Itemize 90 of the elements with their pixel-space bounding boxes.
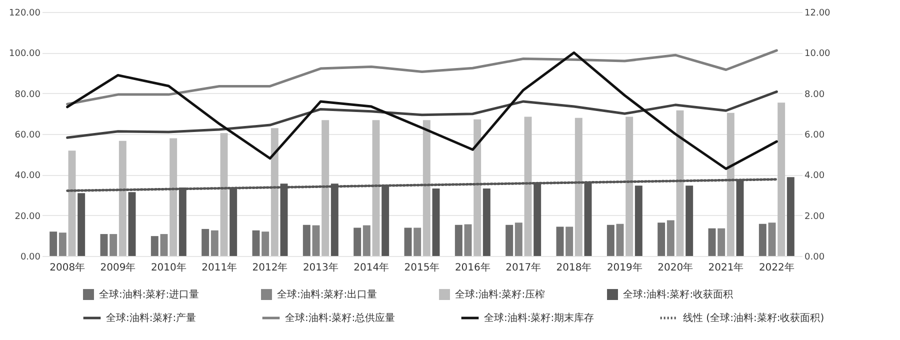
bar: [626, 116, 634, 256]
legend-label: 全球:油料:菜籽:进口量: [99, 288, 200, 301]
y2-tick-label: 2.00: [804, 212, 825, 222]
bar: [726, 112, 734, 256]
bar: [202, 228, 210, 256]
bar: [616, 224, 624, 256]
line-series: [66, 51, 778, 170]
bar: [666, 220, 674, 256]
bar: [150, 236, 158, 256]
bar: [718, 228, 726, 256]
bar: [414, 228, 422, 256]
bar: [312, 225, 320, 256]
bar: [768, 222, 776, 256]
bar: [252, 230, 260, 256]
x-tick-label: 2015年: [404, 262, 440, 274]
y2-tick-label: 12.00: [804, 8, 831, 18]
x-tick-label: 2020年: [658, 262, 694, 274]
bar: [362, 225, 370, 256]
bar: [606, 224, 614, 256]
x-tick-label: 2021年: [708, 262, 744, 274]
x-tick-label: 2012年: [252, 262, 288, 274]
legend-label: 全球:油料:菜籽:出口量: [277, 288, 378, 301]
bar: [110, 234, 118, 256]
legend-label: 全球:油料:菜籽:收获面积: [623, 288, 734, 301]
x-tick-label: 2019年: [606, 262, 642, 274]
bar: [302, 224, 310, 256]
legend-label: 线性 (全球:油料:菜籽:收获面积): [683, 312, 824, 324]
bar: [454, 224, 462, 256]
y-tick-label: 100.00: [9, 49, 41, 60]
y-tick-label: 20.00: [14, 212, 41, 222]
bar: [68, 150, 76, 256]
bar: [686, 186, 694, 256]
y2-tick-label: 8.00: [804, 90, 825, 100]
bar: [464, 224, 472, 256]
bar: [574, 118, 582, 256]
y-tick-label: 120.00: [9, 8, 41, 18]
bar: [506, 224, 514, 256]
bar: [262, 232, 270, 256]
y2-tick-label: 10.00: [804, 49, 831, 60]
bar: [566, 226, 574, 256]
bar: [270, 128, 278, 256]
bar: [220, 133, 228, 256]
bar: [170, 138, 178, 256]
bar: [372, 120, 380, 256]
bar: [422, 120, 430, 256]
bar: [474, 119, 482, 256]
line-series: [66, 49, 778, 106]
y-tick-label: 0.00: [20, 252, 41, 262]
legend-label: 全球:油料:菜籽:压榨: [455, 288, 546, 301]
line-series: [66, 90, 778, 139]
x-tick-label: 2016年: [454, 262, 490, 274]
y2-tick-label: 6.00: [804, 130, 825, 140]
bar: [658, 222, 666, 256]
bar: [118, 140, 126, 256]
bar: [404, 228, 412, 256]
bar: [514, 222, 522, 256]
bar: [556, 226, 564, 256]
y2-tick-label: 4.00: [804, 171, 825, 182]
bar: [100, 234, 108, 256]
y-tick-label: 60.00: [14, 130, 41, 140]
x-tick-label: 2008年: [50, 262, 86, 274]
bar: [786, 177, 794, 256]
legend-label: 全球:油料:菜籽:总供应量: [285, 312, 396, 324]
bar: [634, 186, 642, 256]
x-tick-label: 2022年: [758, 262, 794, 274]
bar: [58, 232, 66, 256]
x-tick-label: 2018年: [556, 262, 592, 274]
bar: [354, 228, 362, 256]
x-tick-label: 2010年: [150, 262, 186, 274]
bar: [778, 102, 786, 256]
bar: [432, 188, 440, 256]
bar: [708, 228, 716, 256]
x-tick-label: 2017年: [506, 262, 542, 274]
x-tick-label: 2011年: [202, 262, 238, 274]
bar: [482, 188, 490, 256]
x-tick-label: 2013年: [302, 262, 338, 274]
y-tick-label: 80.00: [14, 90, 41, 100]
bar: [758, 224, 766, 256]
y-tick-label: 40.00: [14, 171, 41, 182]
bar: [50, 232, 58, 256]
bar: [210, 230, 218, 256]
legend-label: 全球:油料:菜籽:期末库存: [484, 312, 594, 324]
bar: [676, 110, 684, 256]
y2-tick-label: 0.00: [804, 252, 825, 262]
legend-label: 全球:油料:菜籽:产量: [106, 312, 196, 324]
x-tick-label: 2009年: [100, 262, 136, 274]
bar: [524, 116, 532, 256]
bar: [322, 120, 330, 256]
x-tick-label: 2014年: [354, 262, 390, 274]
bar: [160, 234, 168, 256]
